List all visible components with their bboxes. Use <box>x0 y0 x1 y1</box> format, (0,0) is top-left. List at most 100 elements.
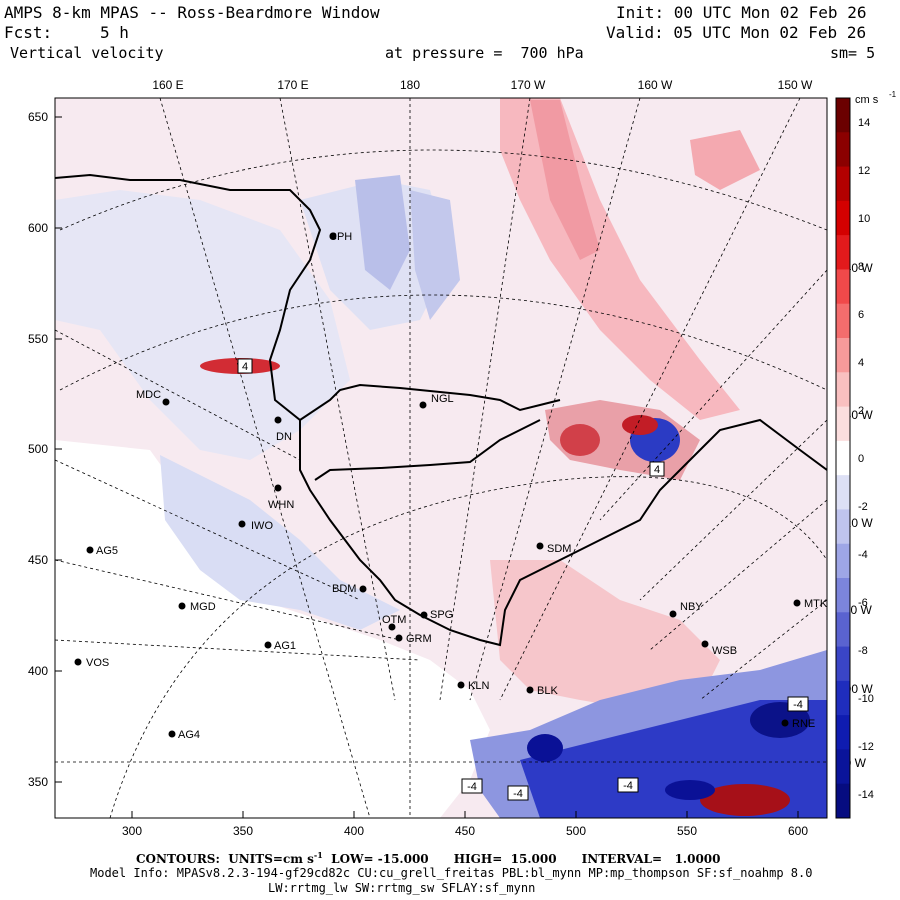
station-marker <box>526 686 534 694</box>
model-schemes: LW:rrtmg_lw SW:rrtmg_sw SFLAY:sf_mynn <box>268 881 536 895</box>
station-marker <box>669 610 677 618</box>
graticule <box>55 98 827 818</box>
colorbar-swatch <box>836 338 850 373</box>
longitude-label: 160 E <box>152 78 183 92</box>
station-label: MTK <box>804 598 828 610</box>
x-tick-label: 400 <box>344 824 364 838</box>
station-marker <box>793 599 801 607</box>
forecast-label: Fcst: <box>4 23 53 42</box>
station-label: VOS <box>86 657 109 669</box>
station-marker <box>74 658 82 666</box>
station-marker <box>701 640 709 648</box>
station-label: AG4 <box>178 729 200 741</box>
forecast-hour: 5 h <box>100 23 129 42</box>
station-marker <box>457 681 465 689</box>
station-label: AG5 <box>96 545 118 557</box>
colorbar-swatch <box>836 235 850 270</box>
smoothing: sm= 5 <box>830 44 876 62</box>
y-tick-label: 350 <box>28 775 48 789</box>
contour-label-box <box>237 358 253 374</box>
station-label: DN <box>276 431 292 443</box>
colorbar-tick-label: 14 <box>858 117 870 129</box>
colorbar-tick-label: -12 <box>858 741 874 753</box>
colorbar-swatch <box>836 749 850 785</box>
colorbar <box>835 97 851 819</box>
colorbar-units-label: cm s <box>855 94 879 106</box>
y-axis-ticks <box>55 116 799 818</box>
colorbar-swatch <box>836 646 850 682</box>
colorbar-tick-label: -6 <box>858 597 868 609</box>
colorbar-tick-label: -8 <box>858 645 868 657</box>
colorbar-swatch <box>836 406 850 442</box>
x-tick-label: 350 <box>233 824 253 838</box>
station-marker <box>168 730 176 738</box>
contour-label: 4 <box>654 464 660 476</box>
station-label: MDC <box>136 389 161 401</box>
contour-label: -4 <box>793 699 803 711</box>
colorbar-tick-label: -10 <box>858 693 874 705</box>
init-time: Init: 00 UTC Mon 02 Feb 26 <box>616 3 867 22</box>
station-marker <box>395 634 403 642</box>
station-label: NGL <box>431 393 454 405</box>
contour-labels: 4 4 -4 -4 -4 -4 <box>237 358 809 801</box>
y-tick-label: 400 <box>28 664 48 678</box>
contour-label-box <box>787 696 809 712</box>
station-marker <box>419 401 427 409</box>
colorbar-tick-label: 2 <box>858 405 864 417</box>
colorbar-tick-label: 10 <box>858 213 870 225</box>
colorbar-tick-label: 0 <box>858 453 864 465</box>
contours-info: CONTOURS: UNITS=cm s-1 LOW= -15.000 HIGH… <box>136 850 721 866</box>
station-label: GRM <box>406 633 432 645</box>
top-longitude-labels: 160 E 170 E 180 170 W 160 W 150 W <box>152 78 813 92</box>
colorbar-frame <box>835 97 851 819</box>
station-marker <box>420 611 428 619</box>
colorbar-tick-label: 8 <box>858 261 864 273</box>
colorbar-swatch <box>836 783 850 819</box>
station-marker <box>329 232 337 240</box>
colorbar-tick-labels: 14 12 10 8 6 4 2 0 -2 -4 -6 -8 -10 -12 -14 <box>858 117 874 801</box>
model-info: Model Info: MPASv8.2.3-194-gf29cd82c CU:… <box>90 866 813 880</box>
station-label: AG1 <box>274 640 296 652</box>
y-tick-label: 600 <box>28 221 48 235</box>
station-marker <box>388 623 396 631</box>
x-tick-label: 500 <box>566 824 586 838</box>
colorbar-swatch <box>836 440 850 476</box>
colorbar-swatch <box>836 475 850 510</box>
pressure-level: at pressure = 700 hPa <box>385 44 584 62</box>
colorbar-tick-label: -4 <box>858 549 868 561</box>
x-tick-label: 600 <box>788 824 808 838</box>
colorbar-swatch <box>836 715 850 750</box>
station-label: NBY <box>680 601 703 613</box>
colorbar-tick-label: 4 <box>858 357 864 369</box>
contour-label: -4 <box>623 780 633 792</box>
colorbar-swatch <box>836 269 850 305</box>
longitude-label: 180 <box>400 78 420 92</box>
x-tick-label: 550 <box>677 824 697 838</box>
station-marker <box>178 602 186 610</box>
colorbar-tick-label: 6 <box>858 309 864 321</box>
station-marker <box>162 398 170 406</box>
station-label: OTM <box>382 614 406 626</box>
contour-label: -4 <box>467 781 477 793</box>
y-tick-labels: 650 600 550 500 450 400 350 <box>28 110 48 789</box>
colorbar-swatch <box>836 612 850 648</box>
contour-label: -4 <box>513 788 523 800</box>
field-shading <box>55 98 827 818</box>
station-label: WSB <box>712 645 737 657</box>
x-tick-labels: 300 350 400 450 500 550 600 <box>122 824 808 838</box>
colorbar-swatch <box>836 578 850 613</box>
plot-frame <box>54 97 828 819</box>
colorbar-units-exponent: -1 <box>889 90 897 99</box>
station-marker <box>238 520 246 528</box>
y-tick-label: 500 <box>28 442 48 456</box>
stations: MDC DN CPH NGL WHN IWO AG5 MGD AG1 VOS A… <box>74 231 828 741</box>
station-marker <box>536 542 544 550</box>
contour-label-box <box>461 778 483 794</box>
longitude-label: 170 E <box>277 78 308 92</box>
colorbar-swatch <box>836 98 850 133</box>
station-label: WHN <box>268 499 294 511</box>
colorbar-swatch <box>836 680 850 716</box>
contour-label-box <box>649 461 665 477</box>
colorbar-swatch <box>836 200 850 236</box>
